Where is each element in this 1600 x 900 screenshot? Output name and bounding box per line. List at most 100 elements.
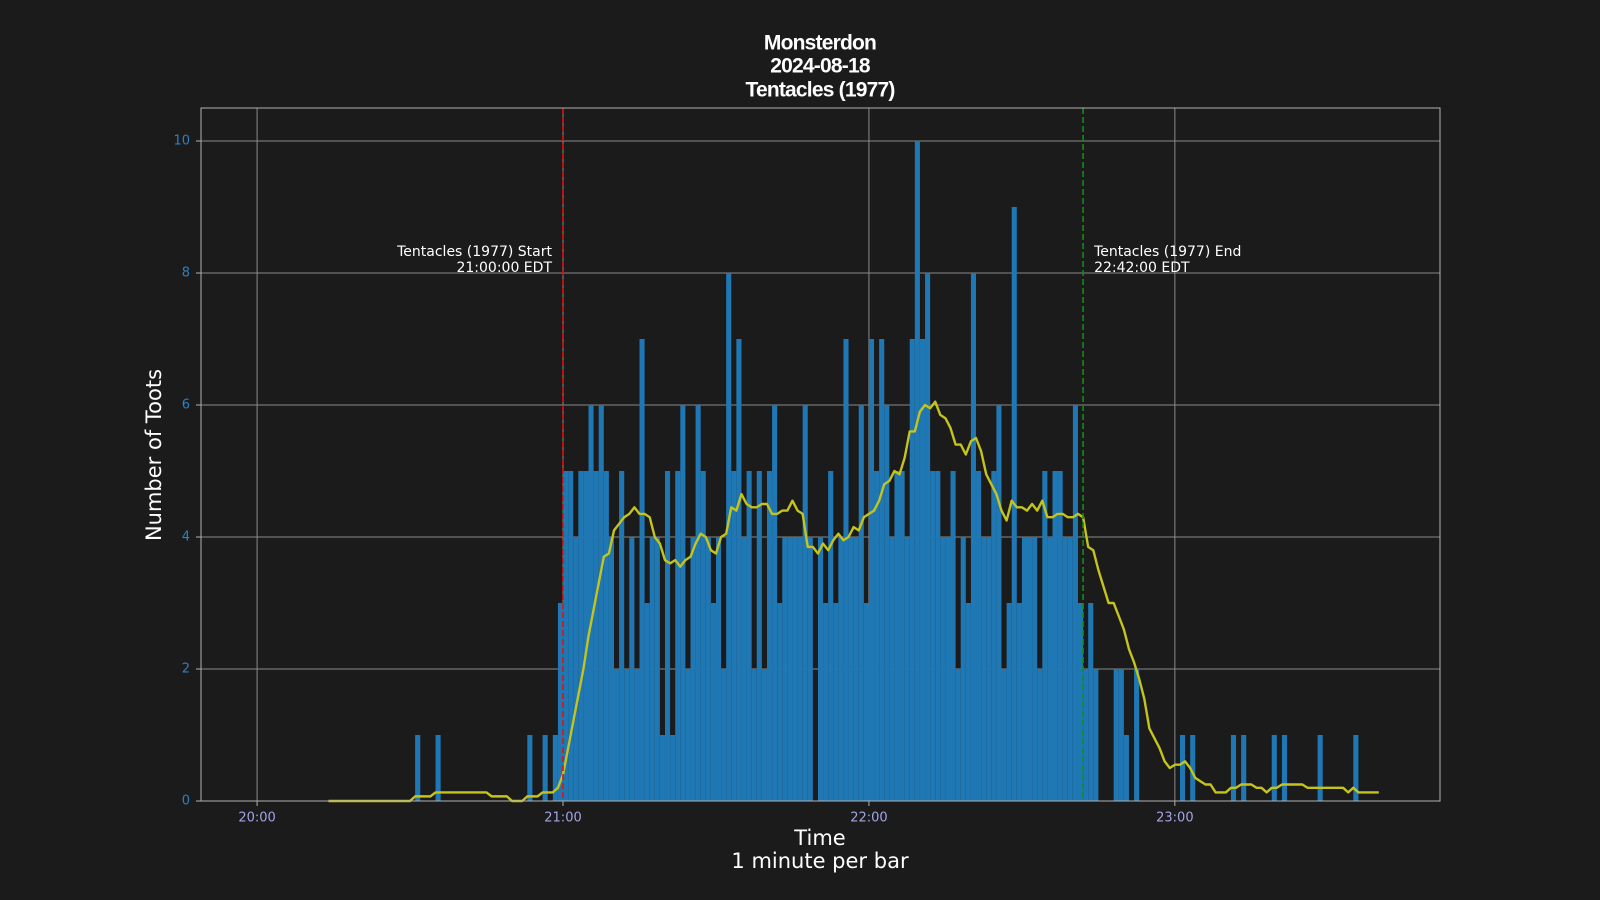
bar — [945, 537, 951, 801]
y-tick-label: 4 — [182, 530, 190, 545]
bar — [1093, 669, 1099, 801]
bar — [1037, 669, 1043, 801]
bar — [1179, 735, 1186, 801]
bar — [991, 471, 997, 801]
bar — [853, 537, 859, 801]
bar — [919, 339, 926, 801]
bar — [925, 273, 931, 801]
bar — [899, 471, 905, 801]
x-tick-label: 21:00 — [544, 811, 581, 826]
bar — [950, 471, 956, 801]
bar — [838, 537, 844, 801]
bar — [817, 537, 824, 801]
bar — [568, 471, 574, 801]
bar — [746, 471, 752, 801]
bar — [1067, 537, 1073, 801]
chart-title: Monsterdon — [764, 32, 876, 55]
bar — [614, 669, 620, 801]
bar — [1113, 669, 1119, 801]
bar — [1134, 669, 1140, 801]
bar — [879, 339, 885, 801]
bar — [741, 537, 747, 801]
bar — [710, 603, 716, 801]
bar — [986, 537, 992, 801]
bar — [1042, 471, 1048, 801]
bar — [823, 603, 829, 801]
bar — [715, 537, 722, 801]
x-axis-label: 1 minute per bar — [731, 849, 909, 873]
bar — [415, 735, 421, 801]
bar — [828, 471, 834, 801]
y-tick-label: 10 — [173, 134, 190, 149]
x-axis-label: Time — [793, 826, 845, 850]
bar — [700, 471, 706, 801]
bar — [981, 537, 987, 801]
x-tick-label: 23:00 — [1156, 811, 1193, 826]
bar — [772, 405, 778, 801]
bar — [894, 471, 900, 801]
bar — [1021, 537, 1027, 801]
bar — [736, 339, 742, 801]
annotation: 21:00:00 EDT — [456, 260, 552, 276]
bar — [1118, 669, 1124, 801]
bar — [935, 471, 941, 801]
bar — [634, 669, 640, 801]
bar — [726, 273, 732, 801]
bar — [675, 471, 681, 801]
bar — [889, 537, 895, 801]
bar — [685, 669, 691, 801]
bar — [578, 471, 584, 801]
bar — [1001, 669, 1007, 801]
bar — [874, 471, 880, 801]
bar — [670, 735, 676, 801]
bar — [766, 471, 773, 801]
annotation: 22:42:00 EDT — [1094, 260, 1190, 276]
bar — [833, 603, 839, 801]
bar — [751, 669, 757, 801]
bar — [976, 471, 982, 801]
bar — [914, 141, 920, 801]
bar — [721, 669, 727, 801]
bar — [909, 339, 915, 801]
bar — [1062, 537, 1068, 801]
bar — [608, 537, 614, 801]
bar — [680, 405, 686, 801]
y-axis-label: Number of Toots — [142, 369, 166, 541]
bar — [542, 735, 548, 801]
bar — [573, 537, 579, 801]
y-tick-label: 8 — [182, 266, 190, 281]
bar — [654, 537, 660, 801]
bar — [695, 405, 701, 801]
bar — [593, 471, 599, 801]
chart-subtitle: Tentacles (1977) — [745, 79, 894, 102]
bar — [1190, 735, 1196, 801]
bar — [843, 339, 849, 801]
bar — [1088, 603, 1094, 801]
bar — [1057, 471, 1063, 801]
bar — [863, 603, 869, 801]
bar — [940, 537, 946, 801]
bar — [527, 735, 533, 801]
bar — [955, 669, 961, 801]
bar — [435, 735, 441, 801]
y-tick-label: 0 — [182, 794, 190, 809]
bar — [603, 471, 609, 801]
bar — [802, 405, 808, 801]
bar — [664, 471, 671, 801]
annotation: Tentacles (1977) Start — [396, 244, 552, 260]
bar — [731, 471, 737, 801]
bar — [756, 471, 762, 801]
bar — [659, 735, 665, 801]
plot-frame — [200, 107, 1441, 802]
bar — [690, 537, 696, 801]
bar — [930, 471, 936, 801]
bar — [649, 537, 655, 801]
rolling-average-line — [328, 400, 1379, 803]
chart-subtitle: 2024-08-18 — [770, 55, 871, 78]
bar — [598, 405, 604, 801]
x-tick-label: 22:00 — [850, 811, 887, 826]
bar — [1281, 735, 1288, 801]
annotation: Tentacles (1977) End — [1093, 244, 1241, 260]
bar — [1271, 735, 1277, 801]
